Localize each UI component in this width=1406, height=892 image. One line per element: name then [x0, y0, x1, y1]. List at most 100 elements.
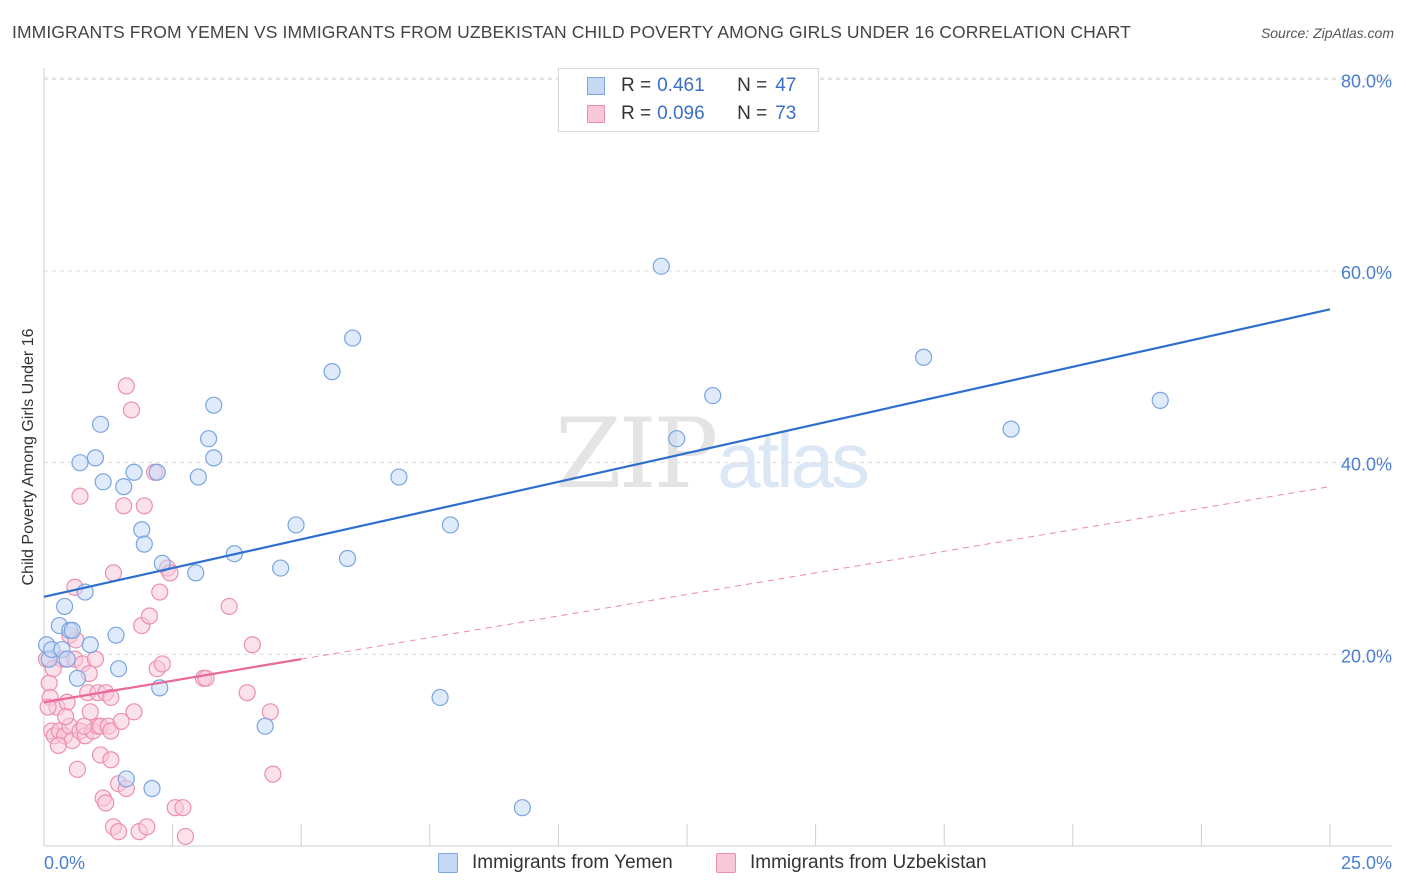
uzbekistan-point	[104, 564, 123, 582]
uzbekistan-point	[49, 736, 68, 754]
bottom-legend-label-yemen: Immigrants from Yemen	[472, 852, 673, 873]
legend-n-value-uzbekistan: 73	[775, 103, 797, 124]
uzbekistan-point	[117, 377, 135, 395]
uzbekistan-point	[81, 703, 99, 721]
yemen-point	[91, 415, 110, 433]
yemen-point	[63, 621, 81, 639]
yemen-point	[68, 669, 87, 687]
yemen-point	[117, 770, 135, 788]
uzbekistan-point	[138, 818, 156, 836]
uzbekistan-point	[151, 583, 169, 601]
yemen-point	[71, 454, 89, 472]
y-tick-label: 60.0%	[1341, 263, 1392, 283]
yemen-point	[107, 626, 125, 644]
uzbekistan-point	[40, 674, 58, 692]
yemen-trend-line	[43, 308, 1331, 598]
uzbekistan-point	[75, 717, 93, 735]
bottom-legend-yemen: Immigrants from Yemen	[438, 852, 673, 874]
yemen-point	[704, 386, 722, 405]
legend-row-yemen: R = 0.461 N = 47	[587, 73, 796, 99]
yemen-point	[143, 779, 161, 798]
yemen-point	[272, 559, 290, 577]
yemen-point	[323, 363, 341, 381]
bottom-legend-swatch-yemen	[438, 853, 458, 873]
yemen-point	[390, 468, 408, 486]
yemen-point	[431, 688, 449, 707]
uzbekistan-point	[135, 497, 153, 515]
bottom-legend-swatch-uzbekistan	[716, 853, 736, 873]
yemen-point	[652, 257, 670, 275]
legend-swatch-uzbekistan	[587, 105, 605, 123]
legend-r-value-uzbekistan: 0.096	[657, 103, 705, 124]
uzbekistan-point	[243, 636, 261, 654]
yemen-point	[205, 449, 223, 467]
uzbekistan-point	[112, 712, 130, 731]
uzbekistan-trend-line	[43, 658, 302, 704]
uzbekistan-point	[176, 827, 195, 846]
uzbekistan-point	[39, 698, 57, 716]
legend-r-label: R =	[621, 103, 652, 124]
yemen-point	[115, 478, 133, 496]
yemen-point	[668, 430, 686, 448]
yemen-point	[187, 564, 205, 582]
uzbekistan-point	[125, 703, 143, 721]
chart-title: IMMIGRANTS FROM YEMEN VS IMMIGRANTS FROM…	[12, 22, 1131, 42]
uzbekistan-point	[220, 597, 238, 616]
uzbekistan-point	[109, 823, 128, 841]
yemen-point	[125, 463, 143, 481]
yemen-point	[135, 535, 153, 553]
yemen-point	[513, 799, 531, 817]
uzbekistan-point	[264, 765, 282, 783]
yemen-point	[148, 463, 166, 481]
legend-n-label: N =	[737, 103, 768, 124]
uzbekistan-point	[122, 401, 141, 419]
uzbekistan-point	[71, 487, 89, 505]
yemen-point	[94, 473, 112, 491]
yemen-point	[287, 516, 305, 534]
watermark-atlas: atlas	[717, 416, 870, 504]
yemen-point	[256, 717, 274, 735]
yemen-point	[915, 348, 933, 366]
yemen-point	[109, 660, 128, 678]
y-tick-label: 20.0%	[1341, 646, 1392, 666]
yemen-point	[81, 636, 99, 654]
uzbekistan-trend-line-extended	[301, 486, 1331, 660]
yemen-point	[1151, 391, 1169, 409]
uzbekistan-point	[86, 650, 105, 668]
uzbekistan-point	[261, 703, 279, 721]
yemen-point	[338, 549, 357, 568]
uzbekistan-point	[102, 688, 120, 707]
legend-r-label: R =	[621, 75, 652, 96]
x-tick-label: 25.0%	[1341, 853, 1392, 873]
legend-r-value-yemen: 0.461	[657, 75, 705, 96]
correlation-legend: R = 0.461 N = 47 R = 0.096 N = 73	[558, 68, 819, 132]
legend-row-uzbekistan: R = 0.096 N = 73	[587, 101, 796, 127]
y-axis-label: Child Poverty Among Girls Under 16	[20, 328, 37, 585]
uzbekistan-point	[115, 497, 133, 515]
yemen-point	[189, 468, 207, 486]
bottom-legend-label-uzbekistan: Immigrants from Uzbekistan	[750, 852, 987, 873]
yemen-point	[441, 516, 459, 534]
yemen-point	[1002, 420, 1020, 438]
y-tick-label: 80.0%	[1341, 71, 1392, 91]
uzbekistan-point	[153, 655, 171, 673]
bottom-legend-uzbekistan: Immigrants from Uzbekistan	[716, 852, 987, 874]
uzbekistan-point	[197, 669, 215, 687]
yemen-point	[55, 597, 74, 616]
uzbekistan-point	[238, 684, 256, 702]
yemen-point	[200, 430, 218, 448]
legend-n-value-yemen: 47	[775, 75, 797, 96]
uzbekistan-point	[97, 794, 115, 812]
watermark: ZIPatlas	[555, 398, 870, 510]
legend-n-label: N =	[737, 75, 768, 96]
yemen-point	[58, 650, 76, 668]
x-tick-label: 0.0%	[44, 853, 85, 873]
yemen-point	[133, 521, 151, 539]
uzbekistan-point	[57, 708, 75, 726]
source-label: Source: ZipAtlas.com	[1260, 25, 1394, 41]
yemen-point	[205, 396, 223, 414]
uzbekistan-point	[140, 607, 159, 625]
legend-swatch-yemen	[587, 77, 605, 95]
yemen-point	[86, 449, 105, 467]
